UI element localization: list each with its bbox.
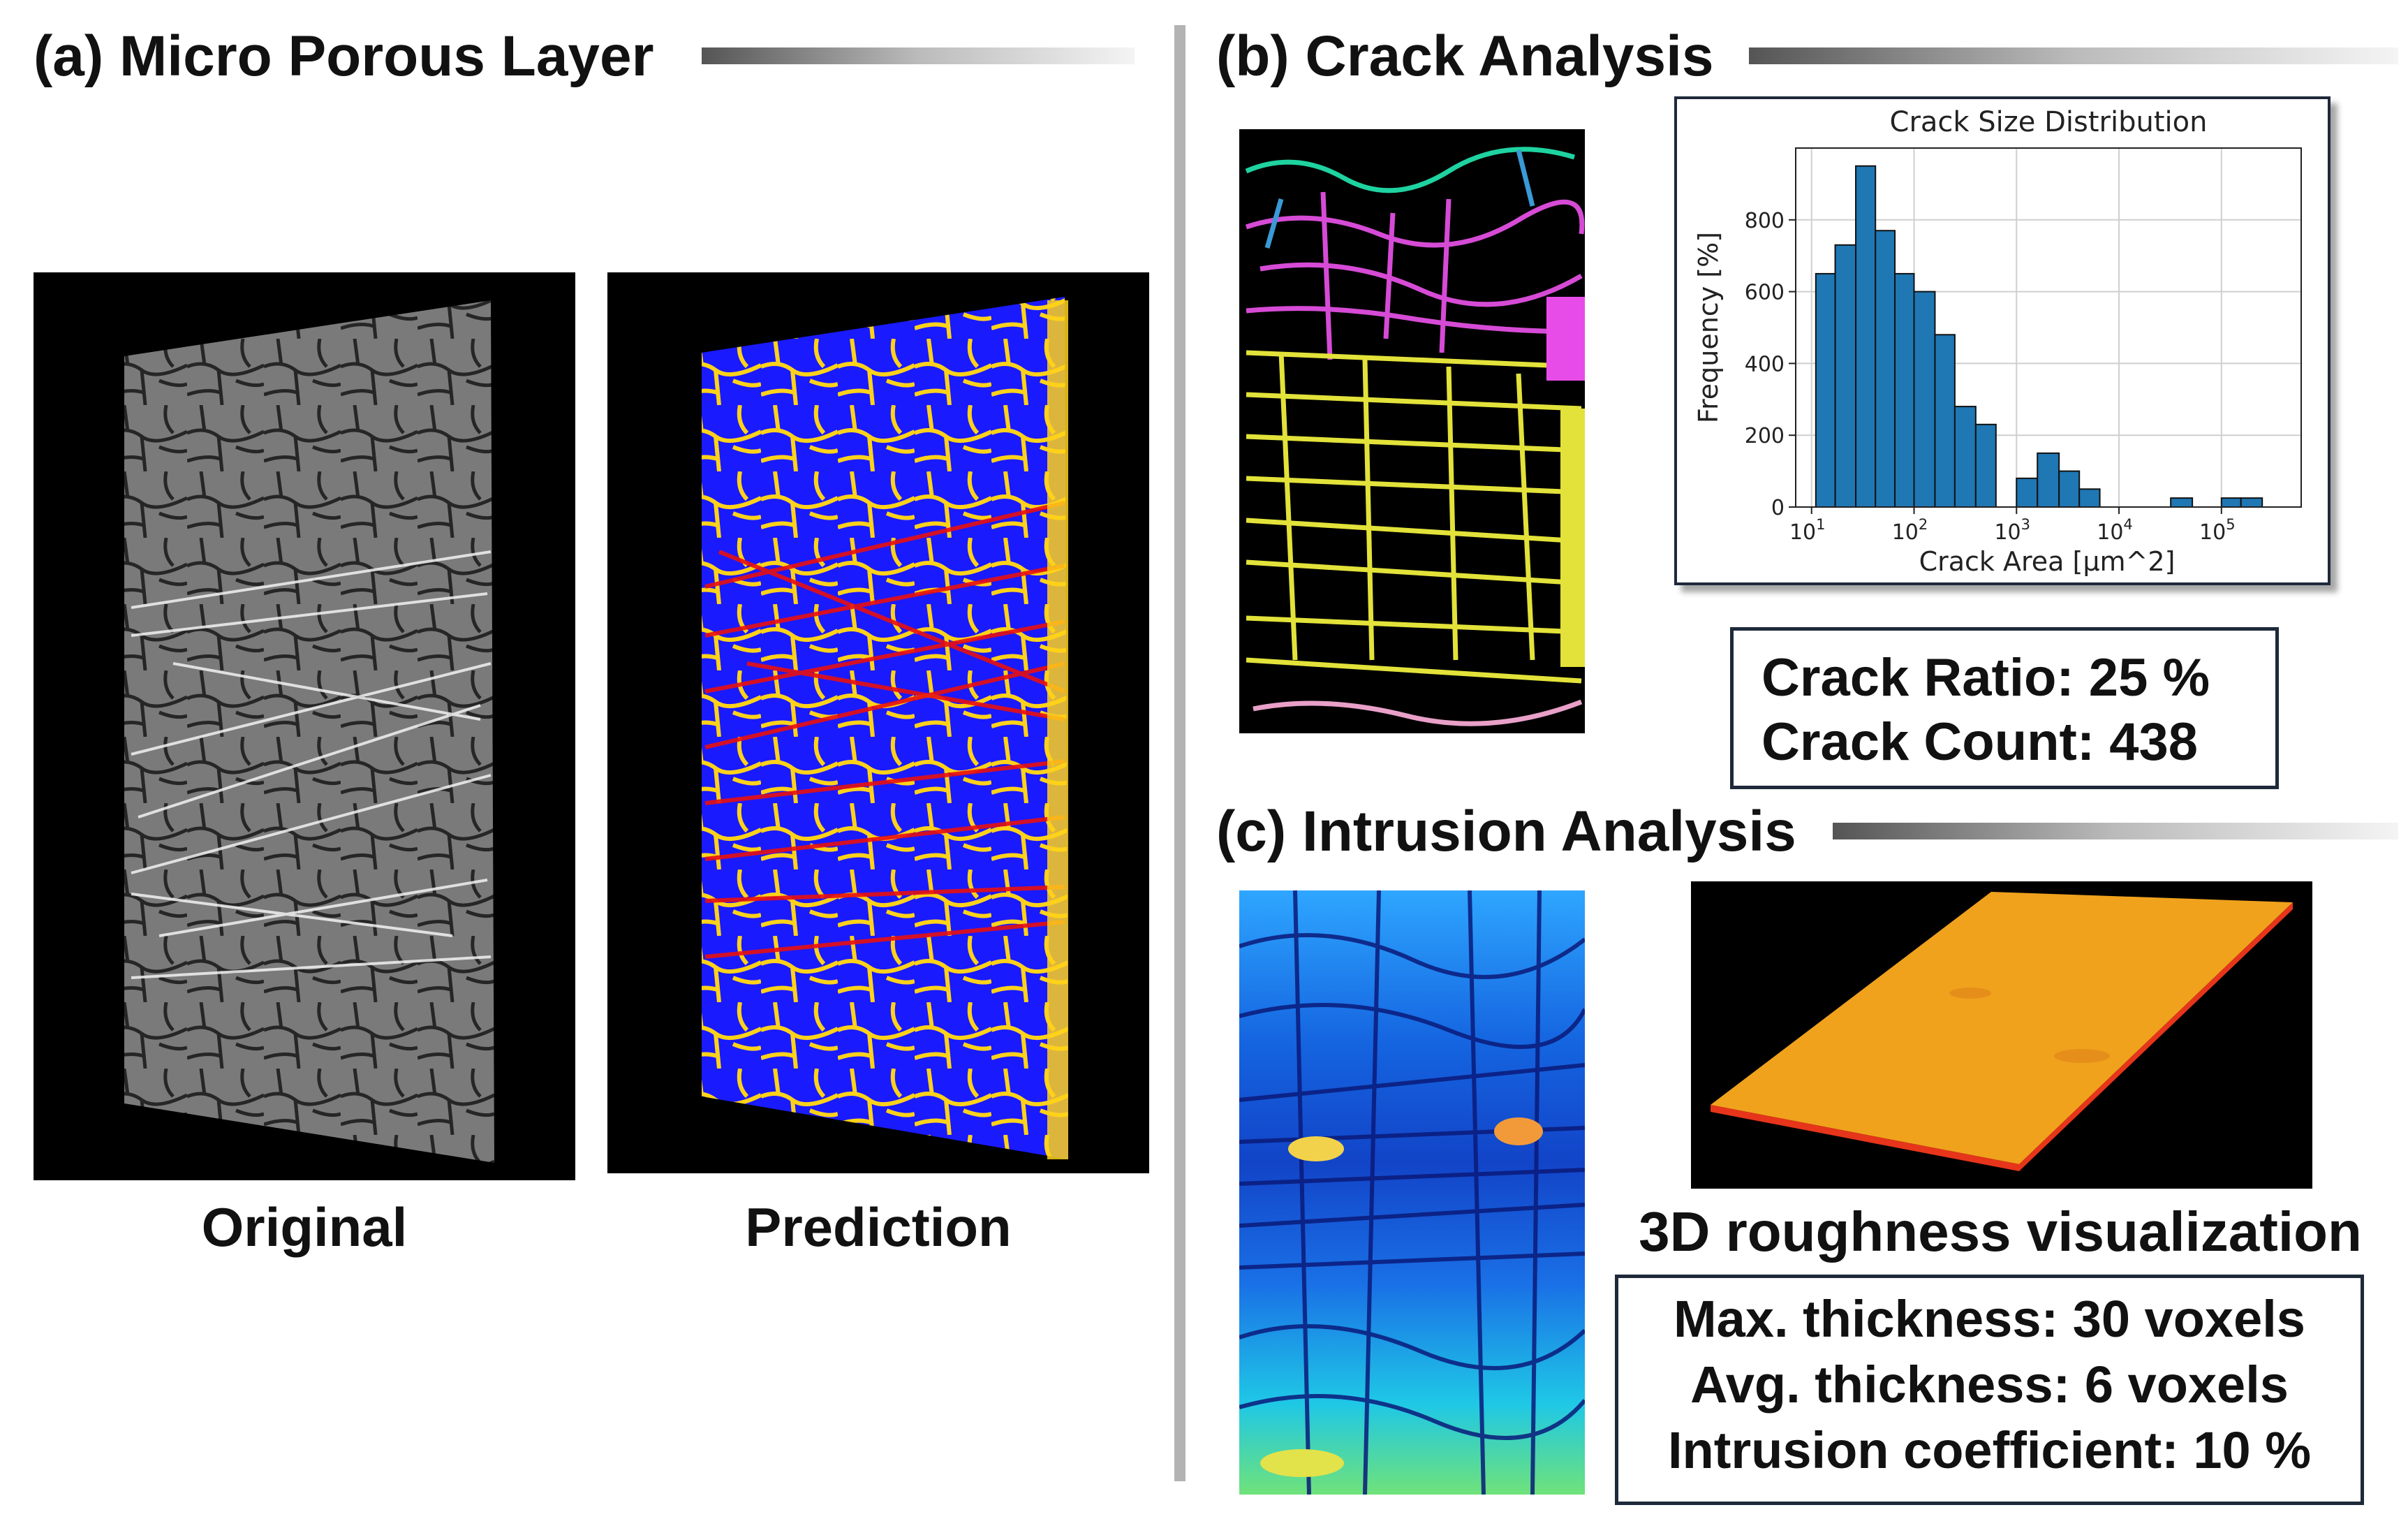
histogram-bar — [1875, 230, 1896, 508]
x-axis-ticks: 101 102 103 104 105 — [1789, 507, 2236, 545]
x-tick-exponent: 3 — [2021, 516, 2030, 533]
panel-b-title-rule — [1749, 47, 2398, 64]
x-tick-base: 10 — [1994, 520, 2021, 545]
histogram-bar — [1934, 334, 1956, 508]
x-axis-label: Crack Area [μm^2] — [1919, 546, 2176, 577]
x-tick-base: 10 — [2097, 520, 2123, 545]
histogram-bar — [2078, 488, 2101, 508]
panel-c-title: (c) Intrusion Analysis — [1216, 800, 1796, 863]
panel-a-title: (a) Micro Porous Layer — [34, 24, 654, 88]
histogram-bar — [1815, 272, 1836, 508]
panel-c-title-rule — [1833, 823, 2398, 839]
crack-stats-box: Crack Ratio: 25 % Crack Count: 438 — [1730, 627, 2279, 789]
histogram-bar — [2016, 477, 2039, 508]
max-thickness: Max. thickness: 30 voxels — [1674, 1290, 2305, 1348]
histogram-bar — [1913, 291, 1936, 508]
crack-segmentation-image — [1239, 129, 1585, 733]
crack-count: Crack Count: 438 — [1761, 712, 2199, 772]
panel-b-title: (b) Crack Analysis — [1216, 24, 1714, 88]
histogram-bar — [2037, 452, 2060, 508]
chart-bars — [1815, 165, 2263, 508]
x-tick-exponent: 5 — [2226, 516, 2235, 533]
histogram-bar — [1894, 272, 1915, 508]
histogram-bar — [1974, 423, 1997, 508]
panel-divider — [1174, 25, 1185, 1481]
panel-a-title-rule — [702, 47, 1135, 64]
crack-ratio: Crack Ratio: 25 % — [1761, 648, 2210, 707]
prediction-image — [607, 272, 1149, 1173]
x-tick-exponent: 1 — [1816, 516, 1825, 533]
y-tick-label: 200 — [1745, 424, 1785, 448]
y-axis-ticks: 0 200 400 600 800 — [1745, 209, 1796, 520]
histogram-bar — [1855, 165, 1877, 508]
prediction-caption: Prediction — [745, 1196, 1012, 1258]
chart-title: Crack Size Distribution — [1890, 106, 2208, 138]
roughness-3d-render — [1691, 881, 2312, 1189]
x-tick-label: 103 — [1994, 516, 2030, 545]
plot-frame — [1795, 147, 2302, 508]
y-tick-label: 0 — [1771, 496, 1785, 520]
roughness-caption: 3D roughness visualization — [1639, 1201, 2362, 1263]
y-tick-label: 600 — [1745, 281, 1785, 305]
fiber-strands — [131, 550, 492, 979]
original-image — [34, 272, 575, 1180]
crack-size-histogram: Crack Size Distribution 0 200 400 600 800 10… — [1674, 96, 2331, 585]
histogram-bar — [2220, 497, 2242, 508]
histogram-bar — [2058, 470, 2081, 508]
x-tick-base: 10 — [1892, 520, 1919, 545]
x-tick-label: 102 — [1892, 516, 1928, 545]
histogram-bar — [2170, 497, 2194, 508]
intrusion-heatmap-image — [1239, 890, 1585, 1495]
x-tick-base: 10 — [2199, 520, 2226, 545]
histogram-bar — [1953, 406, 1977, 508]
histogram-bar — [1834, 244, 1857, 508]
original-caption: Original — [201, 1196, 408, 1258]
x-tick-label: 101 — [1789, 516, 1826, 545]
y-axis-label: Frequency [%] — [1693, 232, 1724, 423]
y-tick-label: 400 — [1745, 352, 1785, 376]
y-tick-label: 800 — [1745, 209, 1785, 233]
avg-thickness: Avg. thickness: 6 voxels — [1690, 1356, 2289, 1414]
intrusion-coefficient: Intrusion coefficient: 10 % — [1667, 1421, 2312, 1479]
prediction-fiber-overlay — [704, 501, 1066, 959]
x-tick-exponent: 2 — [1919, 516, 1928, 533]
intrusion-stats-box: Max. thickness: 30 voxels Avg. thickness… — [1615, 1275, 2364, 1505]
x-tick-label: 104 — [2097, 516, 2133, 545]
x-tick-label: 105 — [2199, 516, 2236, 545]
histogram-bar — [2240, 497, 2263, 508]
x-tick-exponent: 4 — [2123, 516, 2132, 533]
x-tick-base: 10 — [1789, 520, 1816, 545]
